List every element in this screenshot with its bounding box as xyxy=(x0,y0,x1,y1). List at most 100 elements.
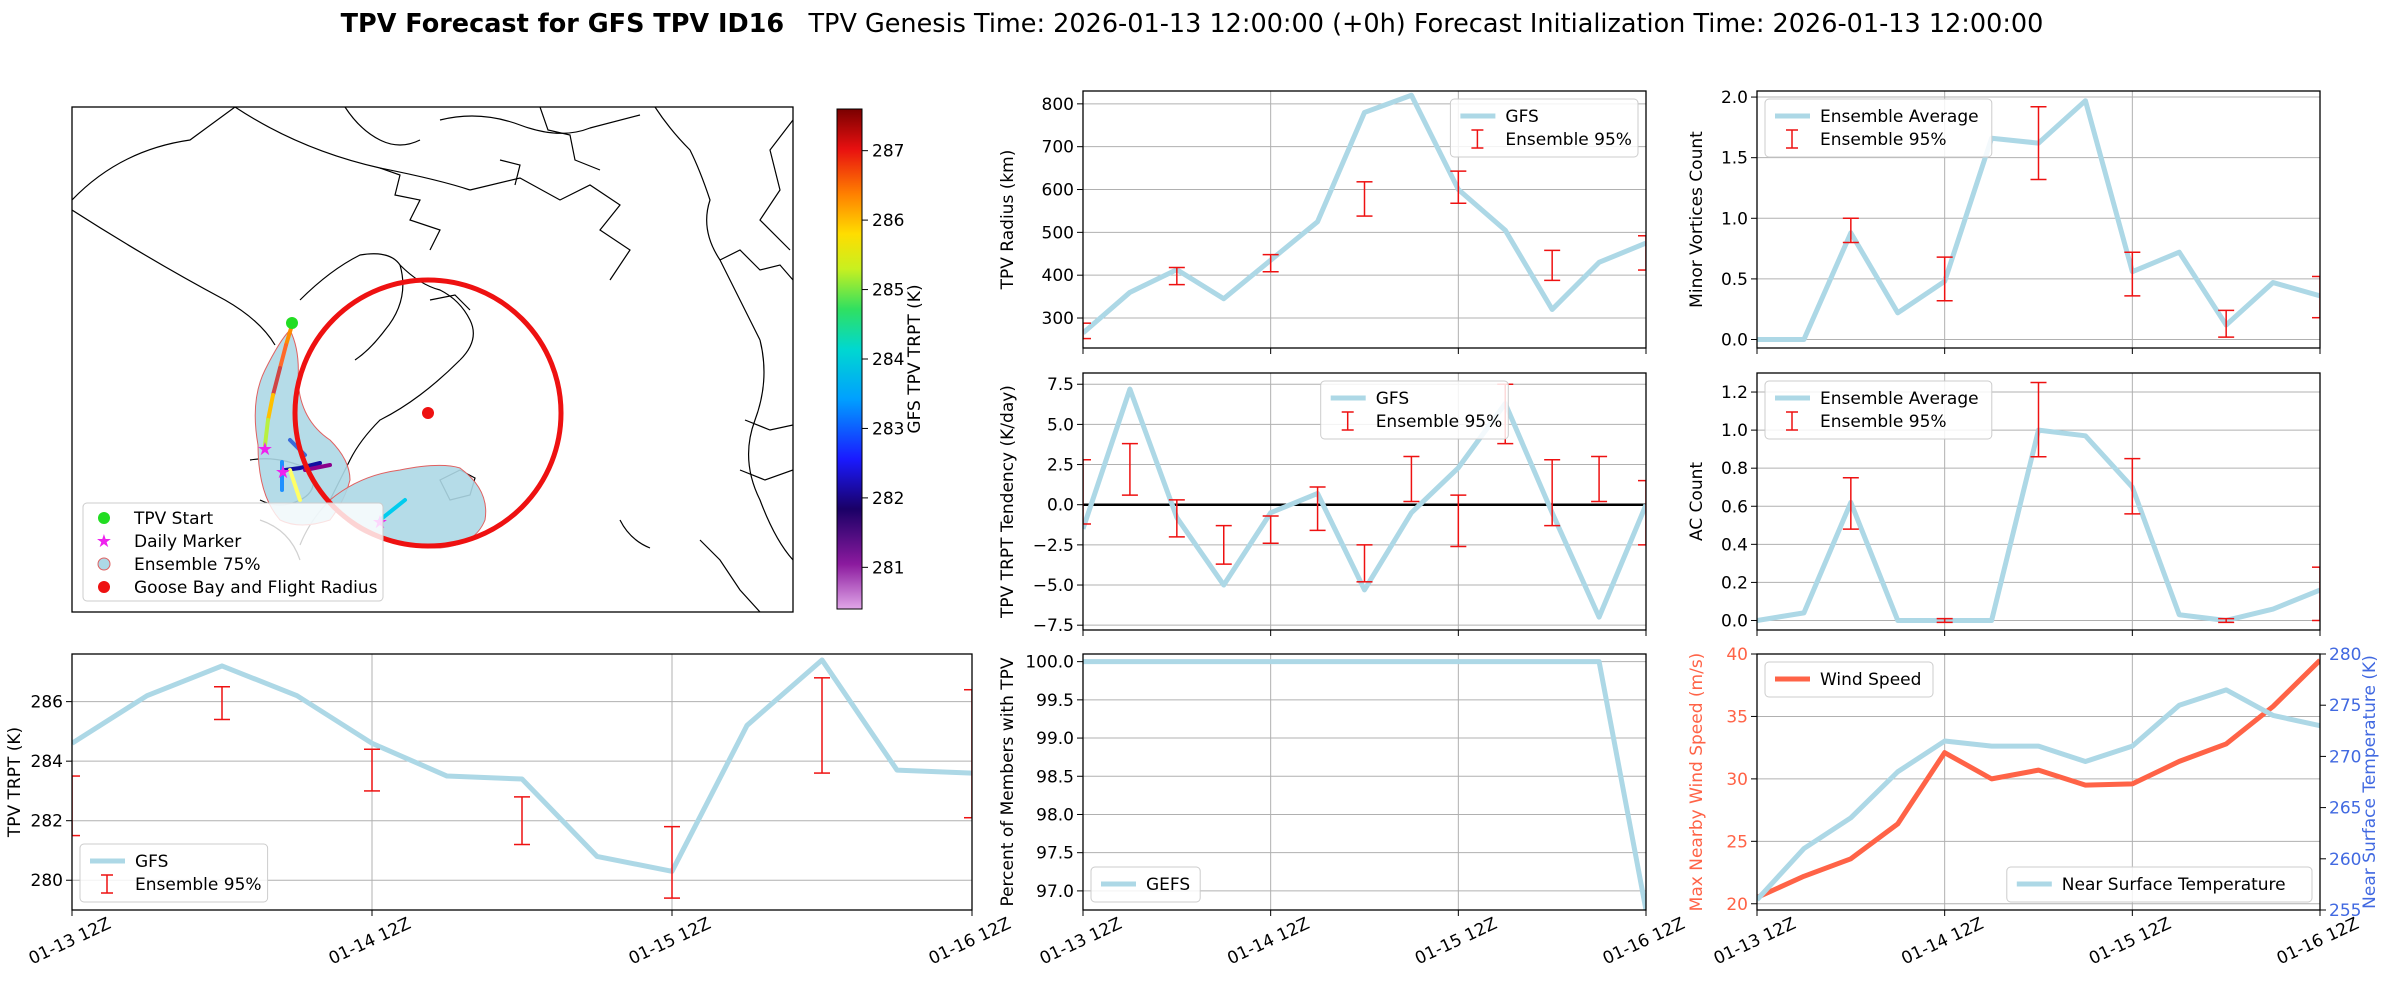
chart-legend: GFS Ensemble 95% xyxy=(1449,98,1639,158)
y-tick-label: 1.2 xyxy=(1721,383,1748,403)
error-bar xyxy=(1638,235,1646,271)
y-tick-label: 0.0 xyxy=(1047,496,1074,516)
error-bar xyxy=(964,688,972,819)
y-axis-right: 255 260 265 270 275 280 xyxy=(2320,645,2361,921)
x-axis xyxy=(1082,630,1647,636)
error-bar xyxy=(1356,181,1373,217)
legend-label: Ensemble 95% xyxy=(1376,412,1503,432)
error-bar xyxy=(1842,217,1859,244)
error-bar xyxy=(1936,617,1953,624)
y-tick-label: 98.5 xyxy=(1036,767,1074,787)
legend-label: Wind Speed xyxy=(1820,670,1921,690)
x-tick-label: 01-16 12Z xyxy=(1600,914,1688,969)
legend-errorbar-icon xyxy=(101,874,113,894)
y-tick-label: 1.0 xyxy=(1721,209,1748,229)
y-tick-label: 2.5 xyxy=(1047,456,1074,476)
y-tick-label-right: 260 xyxy=(2329,850,2361,870)
error-bar xyxy=(2030,381,2047,458)
y-tick-label: 500 xyxy=(1042,223,1074,243)
legend-box xyxy=(1320,380,1509,440)
y-tick-label: 300 xyxy=(1042,309,1074,329)
chart-radius: 300 400 500 600 700 800 TPV Radius (km) GFS Ense… xyxy=(998,90,1647,354)
error-bar xyxy=(2312,275,2320,319)
y-axis-label: TPV Radius (km) xyxy=(998,150,1018,291)
y-tick-label-right: 270 xyxy=(2329,747,2361,767)
error-bar xyxy=(1638,479,1646,546)
x-tick-label: 01-14 12Z xyxy=(1898,914,1986,969)
x-tick-label: 01-13 12Z xyxy=(1037,914,1125,969)
error-bar xyxy=(814,677,830,774)
figure-title-bold: TPV Forecast for GFS TPV ID16 xyxy=(341,9,785,39)
daily-marker: ★ xyxy=(257,439,273,460)
legend-box xyxy=(1449,98,1639,158)
x-axis xyxy=(1756,630,2321,636)
map-frame xyxy=(71,106,794,613)
chart-legend: Ensemble Average Ensemble 95% xyxy=(1764,380,1993,440)
legend-label: GFS xyxy=(135,852,168,872)
y-tick-label: −7.5 xyxy=(1033,616,1074,636)
map-area: ★ ★ ★ TPV Start ★ Daily Marker Ensemble … xyxy=(72,107,793,612)
legend-label: Near Surface Temperature xyxy=(2062,875,2286,895)
legend-label: Ensemble 95% xyxy=(1820,130,1947,150)
x-tick-label: 01-16 12Z xyxy=(2274,914,2362,969)
error-bar xyxy=(1309,486,1326,532)
y-tick-label: −5.0 xyxy=(1033,576,1074,596)
y-tick-label: 2.0 xyxy=(1721,88,1748,108)
legend-errorbar-icon xyxy=(1786,129,1798,149)
error-bar xyxy=(1215,524,1232,565)
legend-box xyxy=(1764,98,1993,158)
y-axis: −7.5 −5.0 −2.5 0.0 2.5 5.0 7.5 xyxy=(1033,375,1083,636)
colorbar-tick-label: 284 xyxy=(872,350,904,370)
y-axis-label: TPV TRPT Tendency (K/day) xyxy=(998,385,1018,619)
plot-area xyxy=(1083,92,1646,340)
chart-legend: GFS Ensemble 95% xyxy=(79,843,269,903)
legend-start-icon xyxy=(98,512,110,524)
y-axis-label: AC Count xyxy=(1687,462,1707,541)
x-axis xyxy=(1756,348,2321,354)
error-bar xyxy=(2218,617,2235,624)
y-tick-label: 40 xyxy=(1726,645,1748,665)
error-bar xyxy=(1842,476,1859,530)
series-line-wind-speed xyxy=(1757,658,2320,900)
tpv-start-marker xyxy=(286,317,298,329)
x-axis: 01-13 12Z 01-14 12Z 01-15 12Z 01-16 12Z xyxy=(1711,910,2362,969)
y-tick-label: 0.0 xyxy=(1721,331,1748,351)
legend-goose-icon xyxy=(98,581,110,593)
colorbar-tick-label: 283 xyxy=(872,419,904,439)
plot-frame xyxy=(1082,90,1647,349)
colorbar xyxy=(836,108,863,610)
y-tick-label: 98.0 xyxy=(1036,805,1074,825)
chart-minor: 0.0 0.5 1.0 1.5 2.0 Minor Vortices Count Ensem… xyxy=(1687,88,2321,354)
plot-area xyxy=(1757,658,2320,902)
y-axis-label: Max Nearby Wind Speed (m/s) xyxy=(1687,653,1707,912)
legend-label: Ensemble 95% xyxy=(135,875,262,895)
y-tick-label: 0.0 xyxy=(1721,611,1748,631)
legend-ensemble-icon xyxy=(97,557,111,571)
y-tick-label: 100.0 xyxy=(1025,653,1074,673)
y-tick-label: 1.5 xyxy=(1721,149,1748,169)
y-tick-label: 0.5 xyxy=(1721,270,1748,290)
y-tick-label: 7.5 xyxy=(1047,375,1074,395)
x-axis: 01-13 12Z 01-14 12Z 01-15 12Z 01-16 12Z xyxy=(26,910,1014,969)
series-line-gfs xyxy=(72,657,972,874)
plot-area xyxy=(1757,381,2320,624)
plot-area xyxy=(1083,383,1646,620)
error-bar xyxy=(1450,170,1467,204)
colorbar-tick-label: 287 xyxy=(872,142,904,162)
y-tick-label: 600 xyxy=(1042,181,1074,201)
error-bar xyxy=(1083,458,1091,525)
y-tick-label: 99.0 xyxy=(1036,729,1074,749)
error-bar xyxy=(1403,455,1420,503)
colorbar-label: GFS TPV TRPT (K) xyxy=(905,284,925,433)
error-bar xyxy=(2030,106,2047,181)
plot-area xyxy=(1083,659,1646,910)
y-tick-label: 20 xyxy=(1726,895,1748,915)
y-tick-label: 5.0 xyxy=(1047,415,1074,435)
plot-frame xyxy=(1756,653,2321,911)
x-tick-label: 01-16 12Z xyxy=(926,914,1014,969)
legend-label: GFS xyxy=(1376,389,1409,409)
chart-legend: Wind Speed xyxy=(1764,661,1934,698)
x-tick-label: 01-13 12Z xyxy=(1711,914,1799,969)
